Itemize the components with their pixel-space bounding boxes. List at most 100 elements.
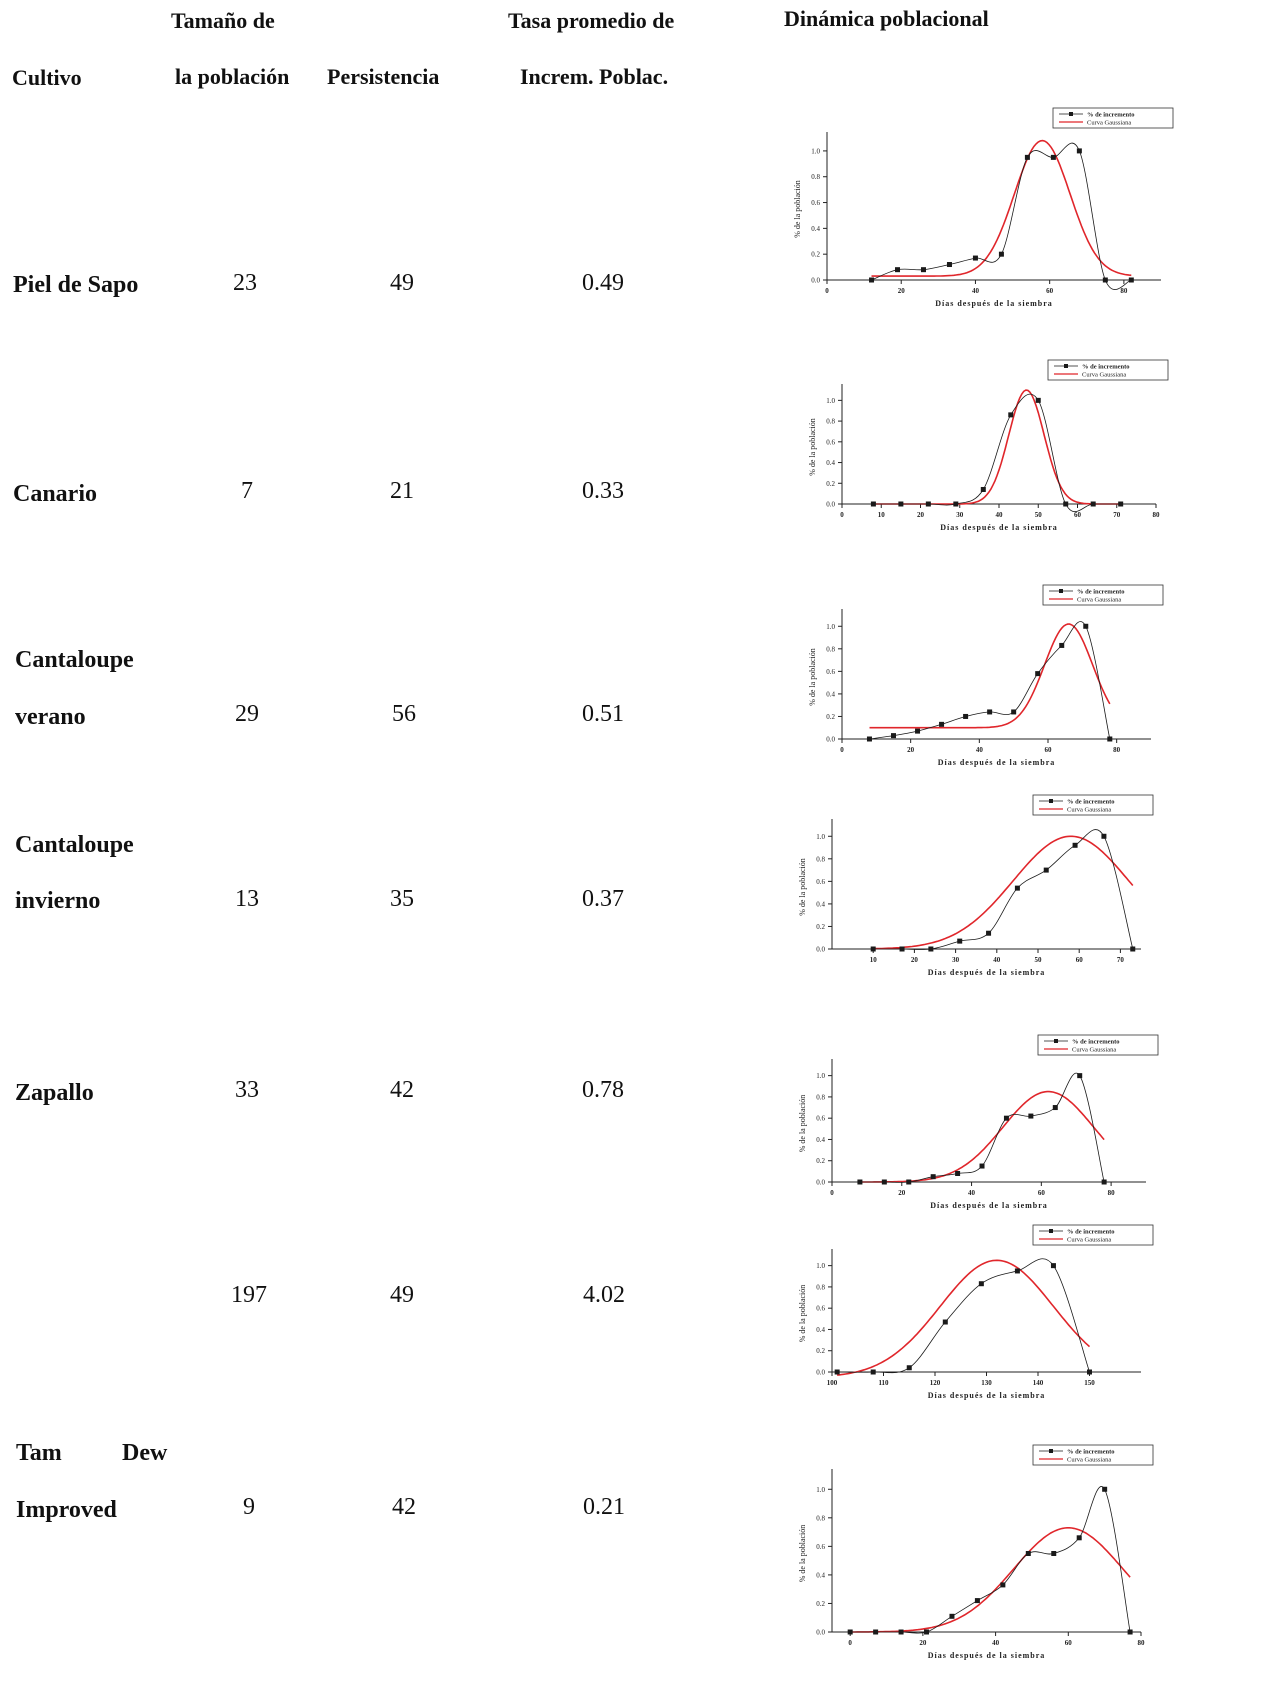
x-tick-label: 70 (1113, 511, 1121, 519)
x-tick-label: 80 (1120, 287, 1128, 295)
data-point (1072, 842, 1078, 848)
y-tick-label: 1.0 (816, 1262, 825, 1270)
data-point (963, 713, 969, 719)
data-point (920, 267, 926, 273)
data-point (980, 486, 986, 492)
x-tick-label: 140 (1033, 1379, 1044, 1387)
y-tick-label: 0.4 (826, 690, 835, 698)
x-tick-label: 110 (878, 1379, 889, 1387)
data-point (1087, 1369, 1092, 1375)
crop-name-line2: verano (15, 704, 86, 730)
legend-marker-1 (1049, 1449, 1053, 1453)
data-point (930, 1174, 936, 1180)
persistence-value: 42 (392, 1494, 416, 1520)
legend-label-1: % de incremento (1087, 112, 1135, 119)
legend-label-2: Curva Gaussiana (1067, 1457, 1111, 1464)
x-tick-label: 120 (930, 1379, 941, 1387)
data-point (1130, 946, 1136, 952)
gaussian-curve (837, 1259, 1091, 1376)
data-point (986, 930, 992, 936)
legend-box (1042, 584, 1164, 606)
data-point (1051, 1551, 1057, 1556)
y-tick-label: 0.8 (816, 855, 825, 863)
data-point (1035, 671, 1041, 677)
x-axis-label: Días después de la siembra (928, 968, 1046, 977)
legend-marker-1 (1054, 1039, 1058, 1043)
population-size: 33 (235, 1077, 259, 1103)
y-tick-label: 0.2 (816, 1157, 825, 1165)
increment-line (871, 142, 1132, 290)
legend-label-1: % de incremento (1067, 799, 1115, 806)
data-point (939, 721, 945, 727)
data-point (942, 1319, 948, 1325)
data-point (898, 501, 904, 507)
x-tick-label: 40 (968, 1189, 976, 1197)
y-tick-label: 0.0 (816, 1369, 825, 1377)
data-point (998, 251, 1004, 257)
legend-label-2: Curva Gaussiana (1082, 372, 1126, 379)
y-tick-label: 0.6 (826, 668, 835, 676)
gaussian-curve (859, 1090, 1105, 1183)
data-point (870, 946, 876, 952)
y-axis-label: % de la población (798, 1525, 807, 1583)
y-tick-label: 0.4 (816, 900, 825, 908)
x-tick-label: 0 (830, 1189, 834, 1197)
x-tick-label: 20 (917, 511, 925, 519)
y-tick-label: 0.2 (811, 251, 820, 259)
persistence-value: 35 (390, 886, 414, 912)
crop-name: Piel de Sapo (13, 272, 139, 298)
y-tick-label: 0.8 (816, 1093, 825, 1101)
crop-name: Cantaloupe (15, 647, 134, 673)
legend-label-2: Curva Gaussiana (1072, 1047, 1116, 1054)
x-tick-label: 60 (1076, 956, 1084, 964)
y-tick-label: 1.0 (826, 397, 835, 405)
chart-cantaloupe-verano: 0 20 40 60 80 0.0 0.2 0.4 0.6 0.8 1.0 Días después … (808, 584, 1164, 767)
data-point (847, 1629, 853, 1635)
legend-label-2: Curva Gaussiana (1067, 807, 1111, 814)
y-tick-label: 0.0 (816, 1179, 825, 1187)
population-size: 13 (235, 886, 259, 912)
data-point (1059, 642, 1065, 648)
x-tick-label: 10 (870, 956, 878, 964)
y-tick-label: 1.0 (816, 1072, 825, 1080)
x-tick-label: 30 (952, 956, 960, 964)
x-tick-label: 20 (919, 1639, 927, 1647)
legend-marker-1 (1049, 799, 1053, 803)
chart-tam-dew-improved: 0 20 40 60 80 0.0 0.2 0.4 0.6 0.8 1.0 Días después … (798, 1444, 1154, 1660)
x-tick-label: 60 (1038, 1189, 1046, 1197)
crop-name: Cantaloupe (15, 832, 134, 858)
crop-name: Zapallo (15, 1080, 94, 1106)
y-tick-label: 0.4 (816, 1326, 825, 1334)
x-axis-label: Días después de la siembra (935, 299, 1053, 308)
x-tick-label: 0 (848, 1639, 852, 1647)
header-tamano-line1: Tamaño de (171, 8, 275, 33)
data-point (870, 1369, 876, 1375)
y-tick-label: 0.8 (826, 645, 835, 653)
y-tick-label: 0.0 (816, 1629, 825, 1637)
y-tick-label: 0.6 (811, 199, 820, 207)
x-tick-label: 30 (956, 511, 964, 519)
increment-rate: 0.21 (583, 1494, 625, 1520)
legend-box (1032, 794, 1154, 816)
x-tick-label: 40 (992, 1639, 1000, 1647)
data-point (857, 1179, 863, 1185)
data-point (1050, 1263, 1056, 1269)
data-point (1076, 148, 1082, 154)
data-point (1024, 154, 1030, 160)
data-point (1101, 833, 1107, 839)
population-size: 23 (233, 270, 257, 296)
header-persistencia: Persistencia (327, 64, 440, 89)
y-tick-label: 0.6 (816, 878, 825, 886)
y-tick-label: 0.8 (811, 173, 820, 181)
x-axis-label: Días después de la siembra (940, 523, 1058, 532)
y-tick-label: 0.0 (811, 277, 820, 285)
x-tick-label: 60 (1045, 746, 1053, 754)
data-point (1052, 1105, 1058, 1111)
crop-name: Canario (13, 481, 97, 507)
y-axis-label: % de la población (798, 1285, 807, 1343)
y-tick-label: 0.6 (816, 1543, 825, 1551)
data-point (1014, 1268, 1020, 1274)
y-axis-label: % de la población (808, 648, 817, 706)
header-tasa-line2: Increm. Poblac. (520, 64, 669, 89)
data-point (953, 501, 959, 507)
